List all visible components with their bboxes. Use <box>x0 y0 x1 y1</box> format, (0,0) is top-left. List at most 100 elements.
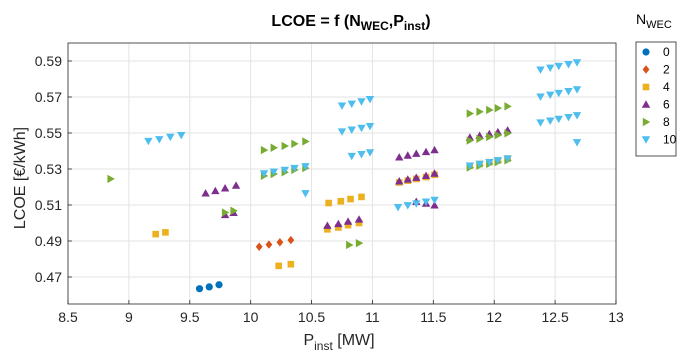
data-point-nwec-8 <box>504 129 512 138</box>
data-point-nwec-6 <box>343 217 353 225</box>
data-point-nwec-10 <box>554 62 563 71</box>
y-tick-label: 0.49 <box>35 233 62 249</box>
data-point-nwec-10 <box>430 196 439 205</box>
data-point-nwec-6 <box>395 153 404 161</box>
data-point-nwec-10 <box>155 136 164 144</box>
data-point-nwec-8 <box>270 143 279 152</box>
data-point-nwec-6 <box>354 215 364 223</box>
data-point-nwec-10 <box>403 202 412 210</box>
legend-marker-nwec-10 <box>641 136 651 144</box>
y-axis-ticks: 0.47 0.49 0.51 0.53 0.55 0.57 0.59 <box>35 53 72 285</box>
legend-label-nwec-2: 2 <box>663 63 670 77</box>
data-point-nwec-4 <box>344 221 352 229</box>
data-point-nwec-8 <box>486 132 494 142</box>
legend-label-nwec-4: 4 <box>663 80 670 94</box>
data-point-nwec-4 <box>152 230 159 238</box>
data-point-nwec-10 <box>564 61 573 69</box>
data-point-nwec-8 <box>107 174 115 184</box>
y-tick-label: 0.59 <box>35 53 62 69</box>
data-point-nwec-10 <box>337 128 347 136</box>
data-point-nwec-10 <box>357 98 366 106</box>
data-point-nwec-6 <box>395 177 404 185</box>
data-point-nwec-6 <box>323 221 332 229</box>
data-point-nwec-10 <box>259 170 269 178</box>
data-point-nwec-10 <box>554 115 563 124</box>
data-point-nwec-8 <box>466 109 475 118</box>
data-point-nwec-10 <box>572 59 582 67</box>
data-point-nwec-10 <box>357 124 366 133</box>
data-point-nwec-10 <box>290 164 299 173</box>
data-point-nwec-6 <box>334 219 343 228</box>
y-tick-label: 0.51 <box>35 197 62 213</box>
legend-label-nwec-6: 6 <box>663 98 670 112</box>
data-point-nwec-10 <box>536 119 545 127</box>
data-point-nwec-10 <box>536 66 545 74</box>
x-tick-label: 11 <box>365 309 380 325</box>
data-point-nwec-4 <box>358 193 365 201</box>
data-point-nwec-0 <box>195 285 204 293</box>
x-tick-label: 10 <box>243 309 259 325</box>
x-axis-ticks: 8.5 9 9.5 10 10.5 11 11.5 12 12.5 13 <box>58 300 624 325</box>
data-point-nwec-10 <box>572 139 582 147</box>
y-tick-label: 0.47 <box>35 269 62 285</box>
data-point-nwec-2 <box>255 242 263 251</box>
data-point-nwec-10 <box>365 149 375 157</box>
data-point-nwec-6 <box>231 181 241 189</box>
data-point-nwec-4 <box>347 195 354 203</box>
x-tick-label: 12.5 <box>541 309 568 325</box>
data-point-nwec-6 <box>201 189 210 197</box>
data-point-nwec-10 <box>546 91 555 100</box>
data-point-nwec-6 <box>211 186 220 195</box>
data-point-nwec-4 <box>355 219 363 227</box>
plot-area-frame <box>67 42 617 305</box>
data-point-nwec-4 <box>337 197 345 205</box>
legend-title: NWEC <box>636 11 672 31</box>
data-point-nwec-8 <box>291 139 299 148</box>
data-point-nwec-8 <box>221 208 230 217</box>
data-point-nwec-10 <box>280 166 289 175</box>
data-point-nwec-10 <box>357 151 366 159</box>
legend-marker-nwec-4 <box>642 83 650 91</box>
data-point-nwec-10 <box>572 112 582 120</box>
data-point-nwec-4 <box>325 199 332 207</box>
data-point-nwec-8 <box>346 240 354 250</box>
data-point-nwec-2 <box>265 240 273 249</box>
data-point-nwec-10 <box>347 100 356 109</box>
data-point-nwec-8 <box>466 136 475 145</box>
data-point-nwec-10 <box>412 200 421 208</box>
x-axis-label: Pinst [MW] <box>303 332 374 353</box>
chart-title: LCOE = f (NWEC,Pinst) <box>271 13 430 33</box>
data-point-nwec-10 <box>337 102 347 110</box>
data-point-nwec-4 <box>275 262 282 270</box>
data-point-nwec-4 <box>287 260 295 268</box>
data-point-nwec-6 <box>430 145 439 154</box>
data-point-nwec-10 <box>546 64 555 73</box>
data-point-nwec-10 <box>493 157 503 165</box>
data-point-nwec-8 <box>476 134 484 143</box>
data-point-nwec-8 <box>494 130 503 140</box>
data-point-nwec-8 <box>260 145 269 155</box>
data-point-nwec-10 <box>475 160 484 169</box>
y-axis-label: LCOE [€/kWh] <box>12 127 29 229</box>
data-point-nwec-10 <box>503 155 512 163</box>
data-point-nwec-10 <box>365 122 375 131</box>
data-point-nwec-10 <box>564 113 573 122</box>
data-markers <box>107 59 582 293</box>
data-point-nwec-6 <box>430 169 439 177</box>
x-tick-label: 10.5 <box>298 309 325 325</box>
data-point-nwec-10 <box>301 190 310 198</box>
data-point-nwec-8 <box>281 141 289 151</box>
grid-lines <box>67 43 617 304</box>
data-point-nwec-6 <box>412 149 421 157</box>
data-point-nwec-10 <box>465 162 475 170</box>
data-point-nwec-10 <box>572 86 582 94</box>
x-tick-label: 12 <box>486 309 502 325</box>
data-point-nwec-2 <box>287 235 295 245</box>
legend-label-nwec-0: 0 <box>663 45 670 59</box>
data-point-nwec-10 <box>301 163 310 171</box>
data-point-nwec-10 <box>485 158 494 167</box>
data-point-nwec-10 <box>554 89 563 98</box>
data-point-nwec-10 <box>347 126 356 134</box>
data-point-nwec-8 <box>302 137 310 146</box>
legend-marker-nwec-0 <box>642 48 650 56</box>
